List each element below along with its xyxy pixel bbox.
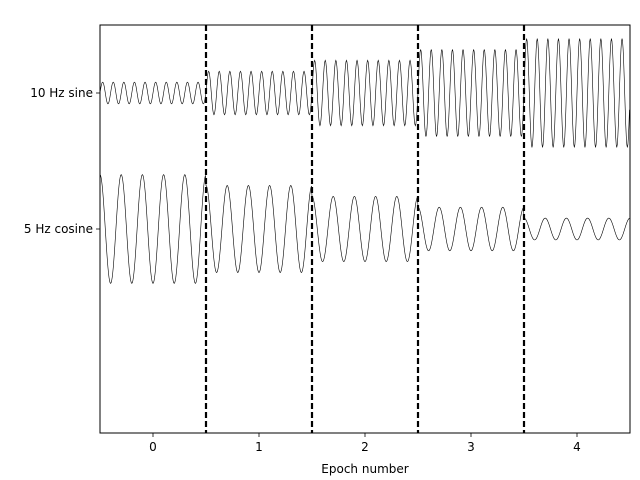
x-tick-label-4: 4 xyxy=(573,440,581,454)
x-tick-label-1: 1 xyxy=(255,440,263,454)
x-tick-label-3: 3 xyxy=(467,440,475,454)
x-axis: 0 1 2 3 4 xyxy=(149,433,581,454)
x-tick-label-0: 0 xyxy=(149,440,157,454)
x-axis-label: Epoch number xyxy=(321,462,408,476)
y-axis: 10 Hz sine 5 Hz cosine xyxy=(24,86,100,236)
trace-5-hz-cosine xyxy=(100,174,630,284)
y-tick-label-1: 5 Hz cosine xyxy=(24,222,93,236)
y-tick-label-0: 10 Hz sine xyxy=(30,86,93,100)
signal-traces xyxy=(100,38,630,284)
epoch-boundaries xyxy=(204,25,526,433)
x-tick-label-2: 2 xyxy=(361,440,369,454)
trace-10-hz-sine xyxy=(100,38,630,148)
